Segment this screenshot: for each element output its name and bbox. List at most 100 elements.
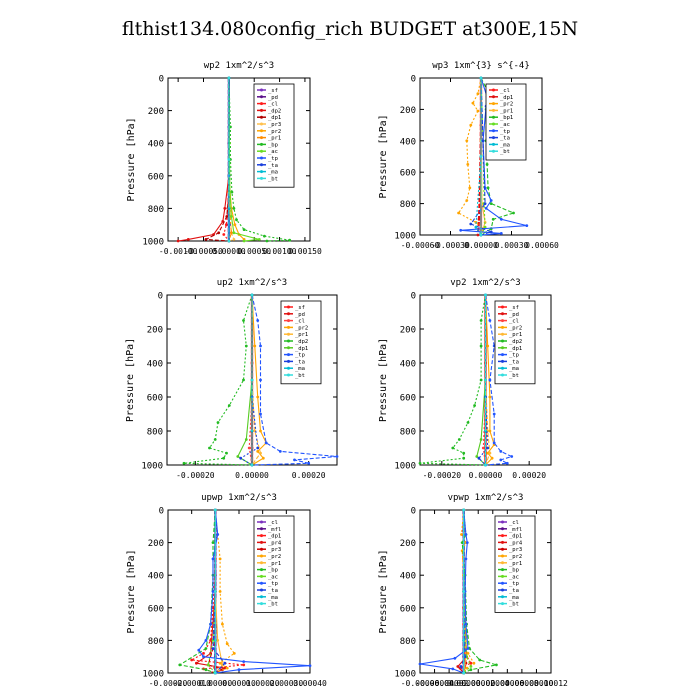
series-line-dp2 [419, 294, 487, 466]
data-point [213, 508, 217, 512]
data-point [259, 412, 262, 416]
legend-label: _pr2 [268, 554, 281, 560]
legend-marker [260, 149, 263, 153]
legend-marker [492, 149, 495, 153]
legend-label: _mfl [509, 527, 522, 533]
y-tick-label: 800 [400, 428, 416, 438]
x-tick-label: 0.00004 [476, 679, 510, 688]
data-point [459, 665, 463, 668]
legend-label: _ta [509, 588, 519, 594]
data-point [202, 652, 205, 655]
data-point [469, 123, 473, 127]
legend-label: _dp1 [268, 534, 281, 540]
data-point [204, 647, 208, 650]
x-tick-label: 0.00012 [534, 679, 568, 688]
data-point [230, 231, 233, 235]
data-point [466, 163, 470, 166]
data-point [242, 663, 246, 667]
data-point [492, 412, 496, 416]
legend-label: _bt [509, 602, 519, 608]
legend-marker [287, 353, 290, 357]
data-point [259, 451, 262, 455]
legend-marker [492, 129, 495, 133]
legend-label: _ma [295, 366, 305, 372]
data-point [459, 228, 463, 232]
y-tick-label: 0 [159, 75, 164, 85]
data-point [244, 344, 248, 348]
plot-frame [419, 509, 552, 674]
x-tick-label: 0.00050 [237, 247, 271, 256]
legend-marker [501, 554, 504, 558]
data-point [223, 207, 227, 210]
legend-label: _pr1 [500, 108, 513, 114]
data-point [462, 456, 466, 460]
data-point [469, 668, 473, 672]
data-point [462, 451, 466, 455]
data-point [227, 76, 231, 80]
x-tick-label: -0.00004 [415, 679, 454, 688]
data-point [505, 461, 509, 465]
legend-marker [260, 574, 263, 578]
legend-marker [492, 88, 495, 92]
legend-label: _pr3 [509, 547, 522, 553]
x-tick-label: 0.00040 [293, 679, 327, 688]
x-tick-label: 0.00020 [512, 471, 546, 480]
data-point [186, 238, 190, 241]
plot-frame [167, 77, 311, 242]
data-point [465, 139, 469, 143]
data-point [227, 239, 231, 243]
legend-marker [260, 95, 263, 99]
legend-marker [501, 547, 504, 551]
data-point [227, 404, 231, 407]
legend-marker [287, 339, 290, 343]
legend-marker [260, 156, 263, 160]
data-point [499, 217, 503, 221]
data-point [256, 395, 260, 399]
x-tick-label: 0.00020 [292, 471, 326, 480]
legend-marker [260, 170, 263, 174]
y-tick-label: 800 [148, 205, 164, 215]
data-point [232, 652, 236, 655]
series-line-tp [251, 294, 338, 466]
legend-label: _pr2 [509, 325, 522, 331]
legend-label: _bp [268, 568, 278, 574]
legend-marker [260, 602, 263, 606]
data-point [483, 225, 487, 229]
x-tick-label: -0.00060 [401, 241, 440, 250]
data-point [457, 211, 460, 215]
legend: _sf_pd_cl_pr2_pr1_dp2_dp1_tp_ta_ma_bt [494, 300, 536, 385]
series-line-bp [178, 509, 216, 674]
x-tick-label: 0.00000 [464, 241, 498, 250]
data-point [456, 665, 460, 668]
panel-title: vp2 1xm^2/s^3 [450, 278, 520, 288]
data-point [211, 557, 215, 561]
data-point [263, 234, 266, 238]
data-point [525, 224, 529, 228]
data-point [265, 239, 269, 243]
y-tick-label: 400 [147, 360, 163, 370]
data-point [489, 230, 493, 234]
x-tick-label: -0.00020 [423, 471, 462, 480]
data-point [464, 533, 468, 536]
legend-label: _ta [268, 588, 278, 594]
legend-marker [260, 142, 263, 146]
legend-marker [260, 102, 263, 106]
data-point [216, 533, 220, 536]
panel-6: vpwp 1xm^2/s^3 Pressure [hPa] 0 200 400 600 80… [378, 493, 568, 688]
data-point [484, 293, 487, 297]
legend-label: _pr3 [268, 122, 281, 128]
legend-marker [260, 163, 263, 167]
legend-box [253, 83, 295, 188]
data-point [335, 455, 339, 458]
data-point [473, 404, 476, 407]
legend-label: _tp [509, 353, 519, 359]
series-line-dp2 [183, 294, 253, 466]
y-tick-label: 200 [147, 326, 163, 336]
data-point [484, 463, 487, 467]
data-point [451, 446, 455, 450]
data-point [227, 207, 231, 210]
data-point [462, 590, 466, 593]
x-tick-label: -0.00020 [149, 679, 188, 688]
legend-marker [287, 373, 290, 377]
data-point [259, 344, 262, 348]
